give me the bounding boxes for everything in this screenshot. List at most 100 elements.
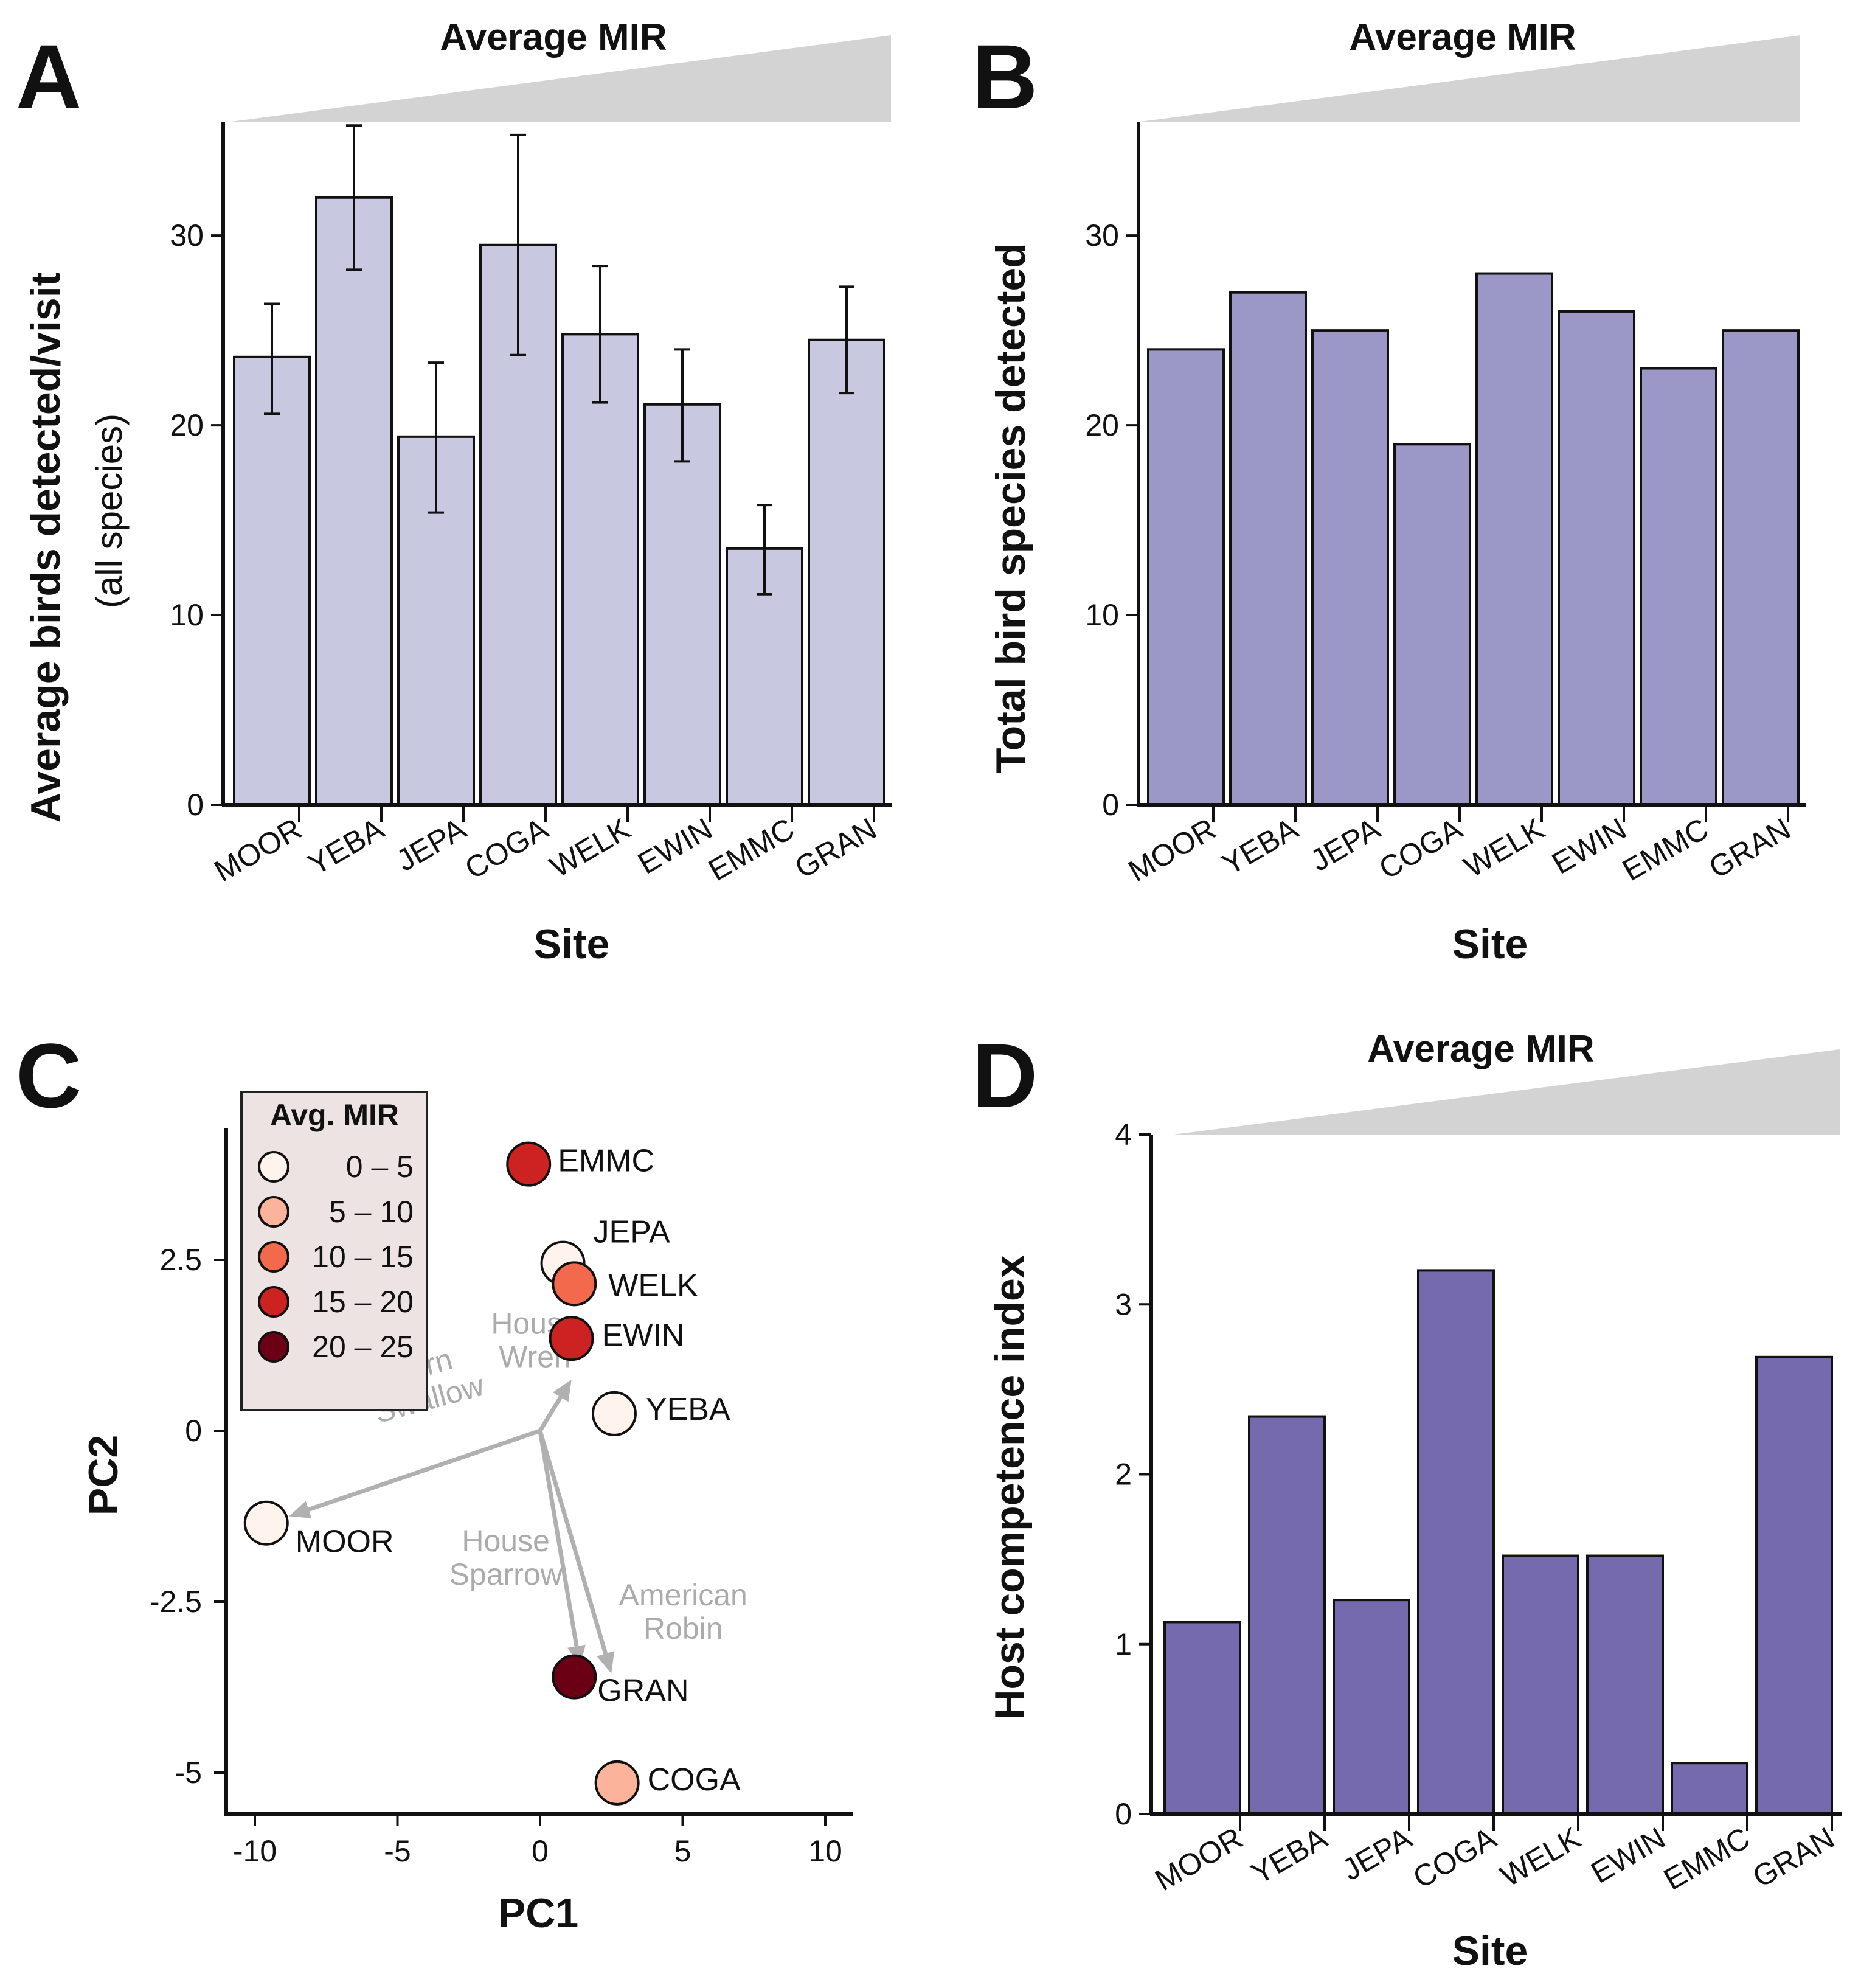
loading-arrow-house-sparrow	[538, 1430, 579, 1647]
x-tick-label-d-moor: MOOR	[1149, 1821, 1249, 1897]
x-tick-label-c-5: -5	[384, 1834, 411, 1868]
y-tick-label-c-5: -5	[175, 1756, 202, 1790]
x-axis-title-a: Site	[534, 921, 610, 967]
point-label-yeba: YEBA	[646, 1392, 730, 1427]
point-label-jepa: JEPA	[594, 1215, 671, 1250]
bar-a-gran	[808, 338, 885, 806]
point-emmc	[506, 1141, 552, 1187]
x-tick-label-b-gran: GRAN	[1703, 812, 1796, 885]
panel-letter-d: D	[972, 1024, 1038, 1127]
x-axis-title-c: PC1	[498, 1890, 578, 1936]
bar-d-gran	[1755, 1355, 1833, 1815]
point-yeba	[591, 1391, 637, 1436]
bar-b-welk	[1475, 272, 1553, 806]
x-tick-label-a-emmc: EMMC	[702, 812, 800, 888]
bar-b-jepa	[1311, 329, 1389, 806]
y-tick-label-d-1: 1	[1115, 1627, 1132, 1661]
bar-d-ewin	[1586, 1554, 1664, 1816]
point-label-gran: GRAN	[597, 1673, 688, 1709]
x-tick-label-b-ewin: EWIN	[1546, 812, 1632, 881]
point-ewin	[549, 1316, 594, 1361]
bar-a-ewin	[643, 403, 721, 806]
y-axis-title-d: Host competence index	[986, 1255, 1033, 1719]
x-tick-label-c-5: 5	[674, 1834, 691, 1868]
y-tick-label-c-2-5: 2.5	[159, 1243, 202, 1277]
axes-c	[224, 1128, 853, 1816]
legend-swatch-15-20	[258, 1286, 289, 1318]
mir-gradient-wedge-a	[231, 35, 891, 122]
bar-b-gran	[1722, 329, 1800, 806]
loading-arrow-american-robin	[538, 1430, 608, 1655]
point-coga	[594, 1760, 640, 1806]
x-tick-label-c-0: 0	[532, 1834, 549, 1868]
y-tick-label-d-2: 2	[1115, 1458, 1132, 1492]
y-tick-label-a-30: 30	[170, 218, 204, 252]
y-tick-label-b-10: 10	[1085, 598, 1119, 632]
legend-entries: 0 – 5 5 – 10 10 – 15 15 – 20 20 – 25	[258, 1150, 414, 1364]
y-tick-label-d-4: 4	[1115, 1117, 1132, 1152]
x-tick-label-a-gran: GRAN	[789, 812, 882, 885]
legend-label-5-10: 5 – 10	[329, 1195, 414, 1229]
point-label-coga: COGA	[648, 1762, 741, 1798]
mir-gradient-wedge-b	[1140, 35, 1800, 122]
loading-arrowhead-house-wren	[553, 1379, 572, 1402]
bar-d-coga	[1417, 1269, 1495, 1815]
legend-swatch-5-10	[258, 1196, 289, 1228]
y-axis-title-c: PC2	[80, 1435, 126, 1515]
panel-letter-a: A	[16, 26, 81, 128]
point-welk	[552, 1261, 597, 1307]
x-tick-label-b-jepa: JEPA	[1305, 812, 1386, 878]
point-gran	[552, 1654, 597, 1700]
x-ticks-c: -10 -5 0 5 10	[233, 1814, 842, 1868]
mir-title-b: Average MIR	[1349, 16, 1576, 58]
x-tick-label-a-yeba: YEBA	[302, 812, 390, 882]
legend-label-0-5: 0 – 5	[346, 1150, 414, 1184]
panel-letter-c: C	[16, 1024, 81, 1127]
y-ticks-c: -5 -2.5 0 2.5	[150, 1243, 226, 1790]
bar-b-coga	[1393, 443, 1471, 806]
x-tick-label-a-ewin: EWIN	[632, 812, 718, 881]
x-axis-title-d: Site	[1452, 1928, 1528, 1974]
loading-arrowhead-barn-swallow	[289, 1501, 312, 1518]
legend-label-10-15: 10 – 15	[312, 1240, 414, 1274]
y-tick-label-c-0: 0	[185, 1414, 202, 1448]
bar-a-moor	[233, 355, 311, 806]
x-tick-label-a-jepa: JEPA	[390, 812, 472, 878]
x-tick-label-b-yeba: YEBA	[1216, 812, 1304, 882]
y-tick-label-b-0: 0	[1102, 788, 1119, 822]
x-tick-label-a-moor: MOOR	[209, 812, 308, 888]
loading-arrow-barn-swallow	[308, 1428, 541, 1512]
x-axis-title-b: Site	[1452, 921, 1528, 967]
y-tick-label-b-30: 30	[1085, 218, 1119, 252]
bar-a-yeba	[315, 196, 393, 806]
x-tick-label-d-gran: GRAN	[1747, 1821, 1840, 1894]
x-tick-label-d-ewin: EWIN	[1585, 1821, 1671, 1890]
loading-arrow-house-wren	[538, 1395, 563, 1432]
mir-gradient-wedge-d	[1174, 1049, 1840, 1135]
point-label-welk: WELK	[608, 1268, 698, 1303]
point-label-moor: MOOR	[296, 1524, 394, 1560]
bars-d	[1163, 1269, 1833, 1816]
x-tick-label-d-emmc: EMMC	[1658, 1821, 1755, 1897]
y-tick-label-c-2-5: -2.5	[150, 1585, 202, 1619]
y-tick-label-d-0: 0	[1115, 1797, 1132, 1831]
x-tick-label-b-moor: MOOR	[1123, 812, 1222, 888]
x-tick-label-d-yeba: YEBA	[1246, 1821, 1333, 1891]
y-axis-title-b: Total bird species detected	[988, 243, 1034, 773]
bar-d-moor	[1163, 1621, 1241, 1815]
legend-label-15-20: 15 – 20	[312, 1285, 414, 1319]
point-label-emmc: EMMC	[558, 1144, 654, 1179]
legend-swatch-0-5	[258, 1151, 289, 1183]
legend-c: Avg. MIR 0 – 5 5 – 10 10 – 15 15 – 20 20 – 2…	[240, 1091, 428, 1411]
points-c: EMMC JEPA WELK EWIN YEBA MOOR GRAN COGA	[243, 1141, 741, 1806]
bar-b-yeba	[1229, 291, 1307, 806]
bar-b-emmc	[1640, 367, 1717, 806]
x-tick-label-a-coga: COGA	[459, 812, 554, 886]
y-tick-label-a-20: 20	[170, 408, 204, 442]
point-moor	[243, 1500, 289, 1546]
mir-title-d: Average MIR	[1367, 1028, 1594, 1070]
